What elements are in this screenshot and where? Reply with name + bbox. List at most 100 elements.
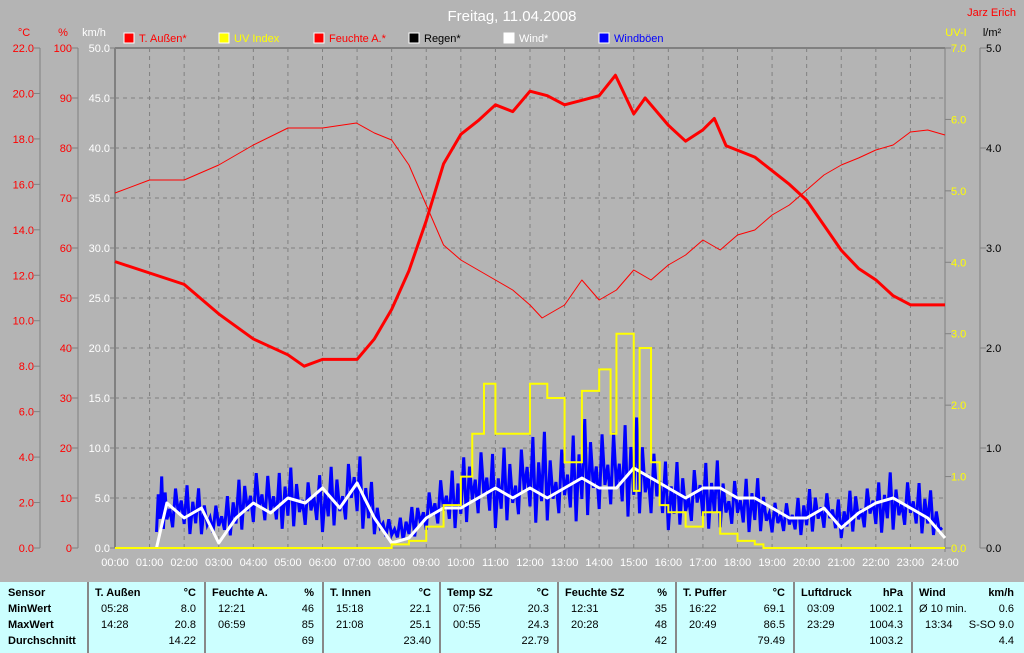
column-header: Feuchte A.	[212, 587, 268, 599]
legend-label: Regen*	[424, 33, 461, 45]
x-tick-label: 11:00	[482, 557, 509, 569]
weather-chart: Freitag, 11.04.2008 Jarz Erich T. Außen* UV…	[13, 7, 1016, 569]
column-t-außen: T. Außen °C 05:28 8.0 14:28 20.8 14.22	[89, 582, 206, 653]
hum-tick-label: 0	[66, 543, 72, 555]
legend-swatch	[408, 32, 420, 44]
column-header: T. Innen	[330, 587, 371, 599]
rain-tick-label: 3.0	[986, 243, 1001, 255]
legend-label: Wind*	[519, 33, 549, 45]
x-tick-label: 13:00	[551, 557, 579, 569]
hum-tick-label: 90	[60, 93, 72, 105]
x-tick-label: 09:00	[412, 557, 440, 569]
hum-tick-label: 30	[60, 393, 72, 405]
max-time: 23:29	[807, 619, 835, 631]
column-temp-sz: Temp SZ °C 07:56 20.3 00:55 24.3 22.79	[441, 582, 559, 653]
wind-tick-label: 0.0	[95, 543, 110, 555]
min-time: 12:31	[571, 603, 599, 615]
temp-tick-label: 4.0	[19, 452, 34, 464]
row-label: MinWert	[8, 603, 52, 615]
x-tick-label: 12:00	[516, 557, 544, 569]
temp-tick-label: 8.0	[19, 361, 34, 373]
legend-label: Feuchte A.*	[329, 33, 387, 45]
avg-value: 69	[301, 635, 314, 647]
wind-series	[155, 466, 947, 549]
avg-value: 42	[654, 635, 667, 647]
x-tick-label: 20:00	[793, 557, 821, 569]
min-time: 15:18	[336, 603, 364, 615]
x-tick-label: 18:00	[724, 557, 752, 569]
legend-swatch	[503, 32, 515, 44]
uv-tick-label: 3.0	[951, 329, 966, 341]
wind-tick-label: 50.0	[89, 43, 110, 55]
min-value: 20.3	[527, 603, 549, 615]
wind-tick-label: 5.0	[95, 493, 110, 505]
x-tick-label: 16:00	[655, 557, 683, 569]
chart-title: Freitag, 11.04.2008	[448, 8, 577, 25]
rain-tick-label: 2.0	[986, 343, 1001, 355]
temp-tick-label: 6.0	[19, 407, 34, 419]
min-value: 69.1	[763, 603, 785, 615]
x-tick-label: 15:00	[620, 557, 648, 569]
max-time: 21:08	[336, 619, 364, 631]
max-value: S-SO 9.0	[968, 619, 1014, 631]
x-tick-label: 05:00	[274, 557, 302, 569]
x-tick-label: 08:00	[378, 557, 406, 569]
temp-tick-label: 12.0	[13, 270, 34, 282]
x-tick-label: 21:00	[827, 557, 855, 569]
uv-axis-unit: UV-I	[945, 27, 966, 39]
column-unit: hPa	[882, 587, 903, 599]
max-value: 85	[301, 619, 314, 631]
column-t-innen: T. Innen °C 15:18 22.1 21:08 25.1 23.40	[324, 582, 441, 653]
column-unit: °C	[536, 587, 549, 599]
x-tick-label: 00:00	[101, 557, 129, 569]
column-header: Wind	[919, 587, 946, 599]
legend-swatch	[598, 32, 610, 44]
uv-tick-label: 5.0	[951, 186, 966, 198]
max-value: 48	[654, 619, 667, 631]
max-time: 14:28	[101, 619, 129, 631]
column-unit: %	[657, 587, 667, 599]
humidity-series	[114, 122, 946, 319]
avg-value: 14.22	[168, 635, 196, 647]
legend-label: UV Index	[234, 33, 280, 45]
legend-label: T. Außen*	[139, 33, 187, 45]
rain-tick-label: 1.0	[986, 443, 1001, 455]
column-t-puffer: T. Puffer °C 16:22 69.1 20:49 86.5 79.49	[677, 582, 795, 653]
avg-value: 1003.2	[869, 635, 903, 647]
legend-swatch	[123, 32, 135, 44]
statistics-table: Sensor MinWert MaxWert Durchschnitt T. Außen…	[0, 582, 1024, 653]
wind-tick-label: 20.0	[89, 343, 110, 355]
uv-tick-label: 1.0	[951, 472, 966, 484]
column-header: Temp SZ	[447, 587, 493, 599]
x-tick-label: 17:00	[689, 557, 717, 569]
min-value: 35	[654, 603, 667, 615]
hum-tick-label: 40	[60, 343, 72, 355]
avg-value: 23.40	[403, 635, 431, 647]
min-time: 03:09	[807, 603, 835, 615]
min-time: 16:22	[689, 603, 717, 615]
temp-tick-label: 18.0	[13, 134, 34, 146]
min-value: 0.6	[998, 603, 1014, 615]
temp-tick-label: 20.0	[13, 88, 34, 100]
wind-gust-series	[155, 417, 944, 541]
min-value: 46	[301, 603, 314, 615]
row-labels: Sensor MinWert MaxWert Durchschnitt	[0, 582, 89, 653]
max-value: 20.8	[174, 619, 196, 631]
x-tick-label: 06:00	[309, 557, 337, 569]
min-value: 8.0	[180, 603, 196, 615]
row-label: MaxWert	[8, 619, 54, 631]
temp-tick-label: 14.0	[13, 225, 34, 237]
column-feuchte-sz: Feuchte SZ% 12:31 35 20:28 48 42	[559, 582, 677, 653]
temp-tick-label: 0.0	[19, 543, 34, 555]
column-header: Feuchte SZ	[565, 587, 625, 599]
x-tick-label: 10:00	[447, 557, 475, 569]
uv-tick-label: 2.0	[951, 400, 966, 412]
wind-tick-label: 35.0	[89, 193, 110, 205]
column-unit: km/h	[988, 587, 1014, 599]
temp-tick-label: 10.0	[13, 316, 34, 328]
legend-swatch	[313, 32, 325, 44]
max-time: 00:55	[453, 619, 481, 631]
max-value: 24.3	[527, 619, 549, 631]
hum-tick-label: 100	[54, 43, 72, 55]
uv-index-series	[115, 332, 945, 549]
